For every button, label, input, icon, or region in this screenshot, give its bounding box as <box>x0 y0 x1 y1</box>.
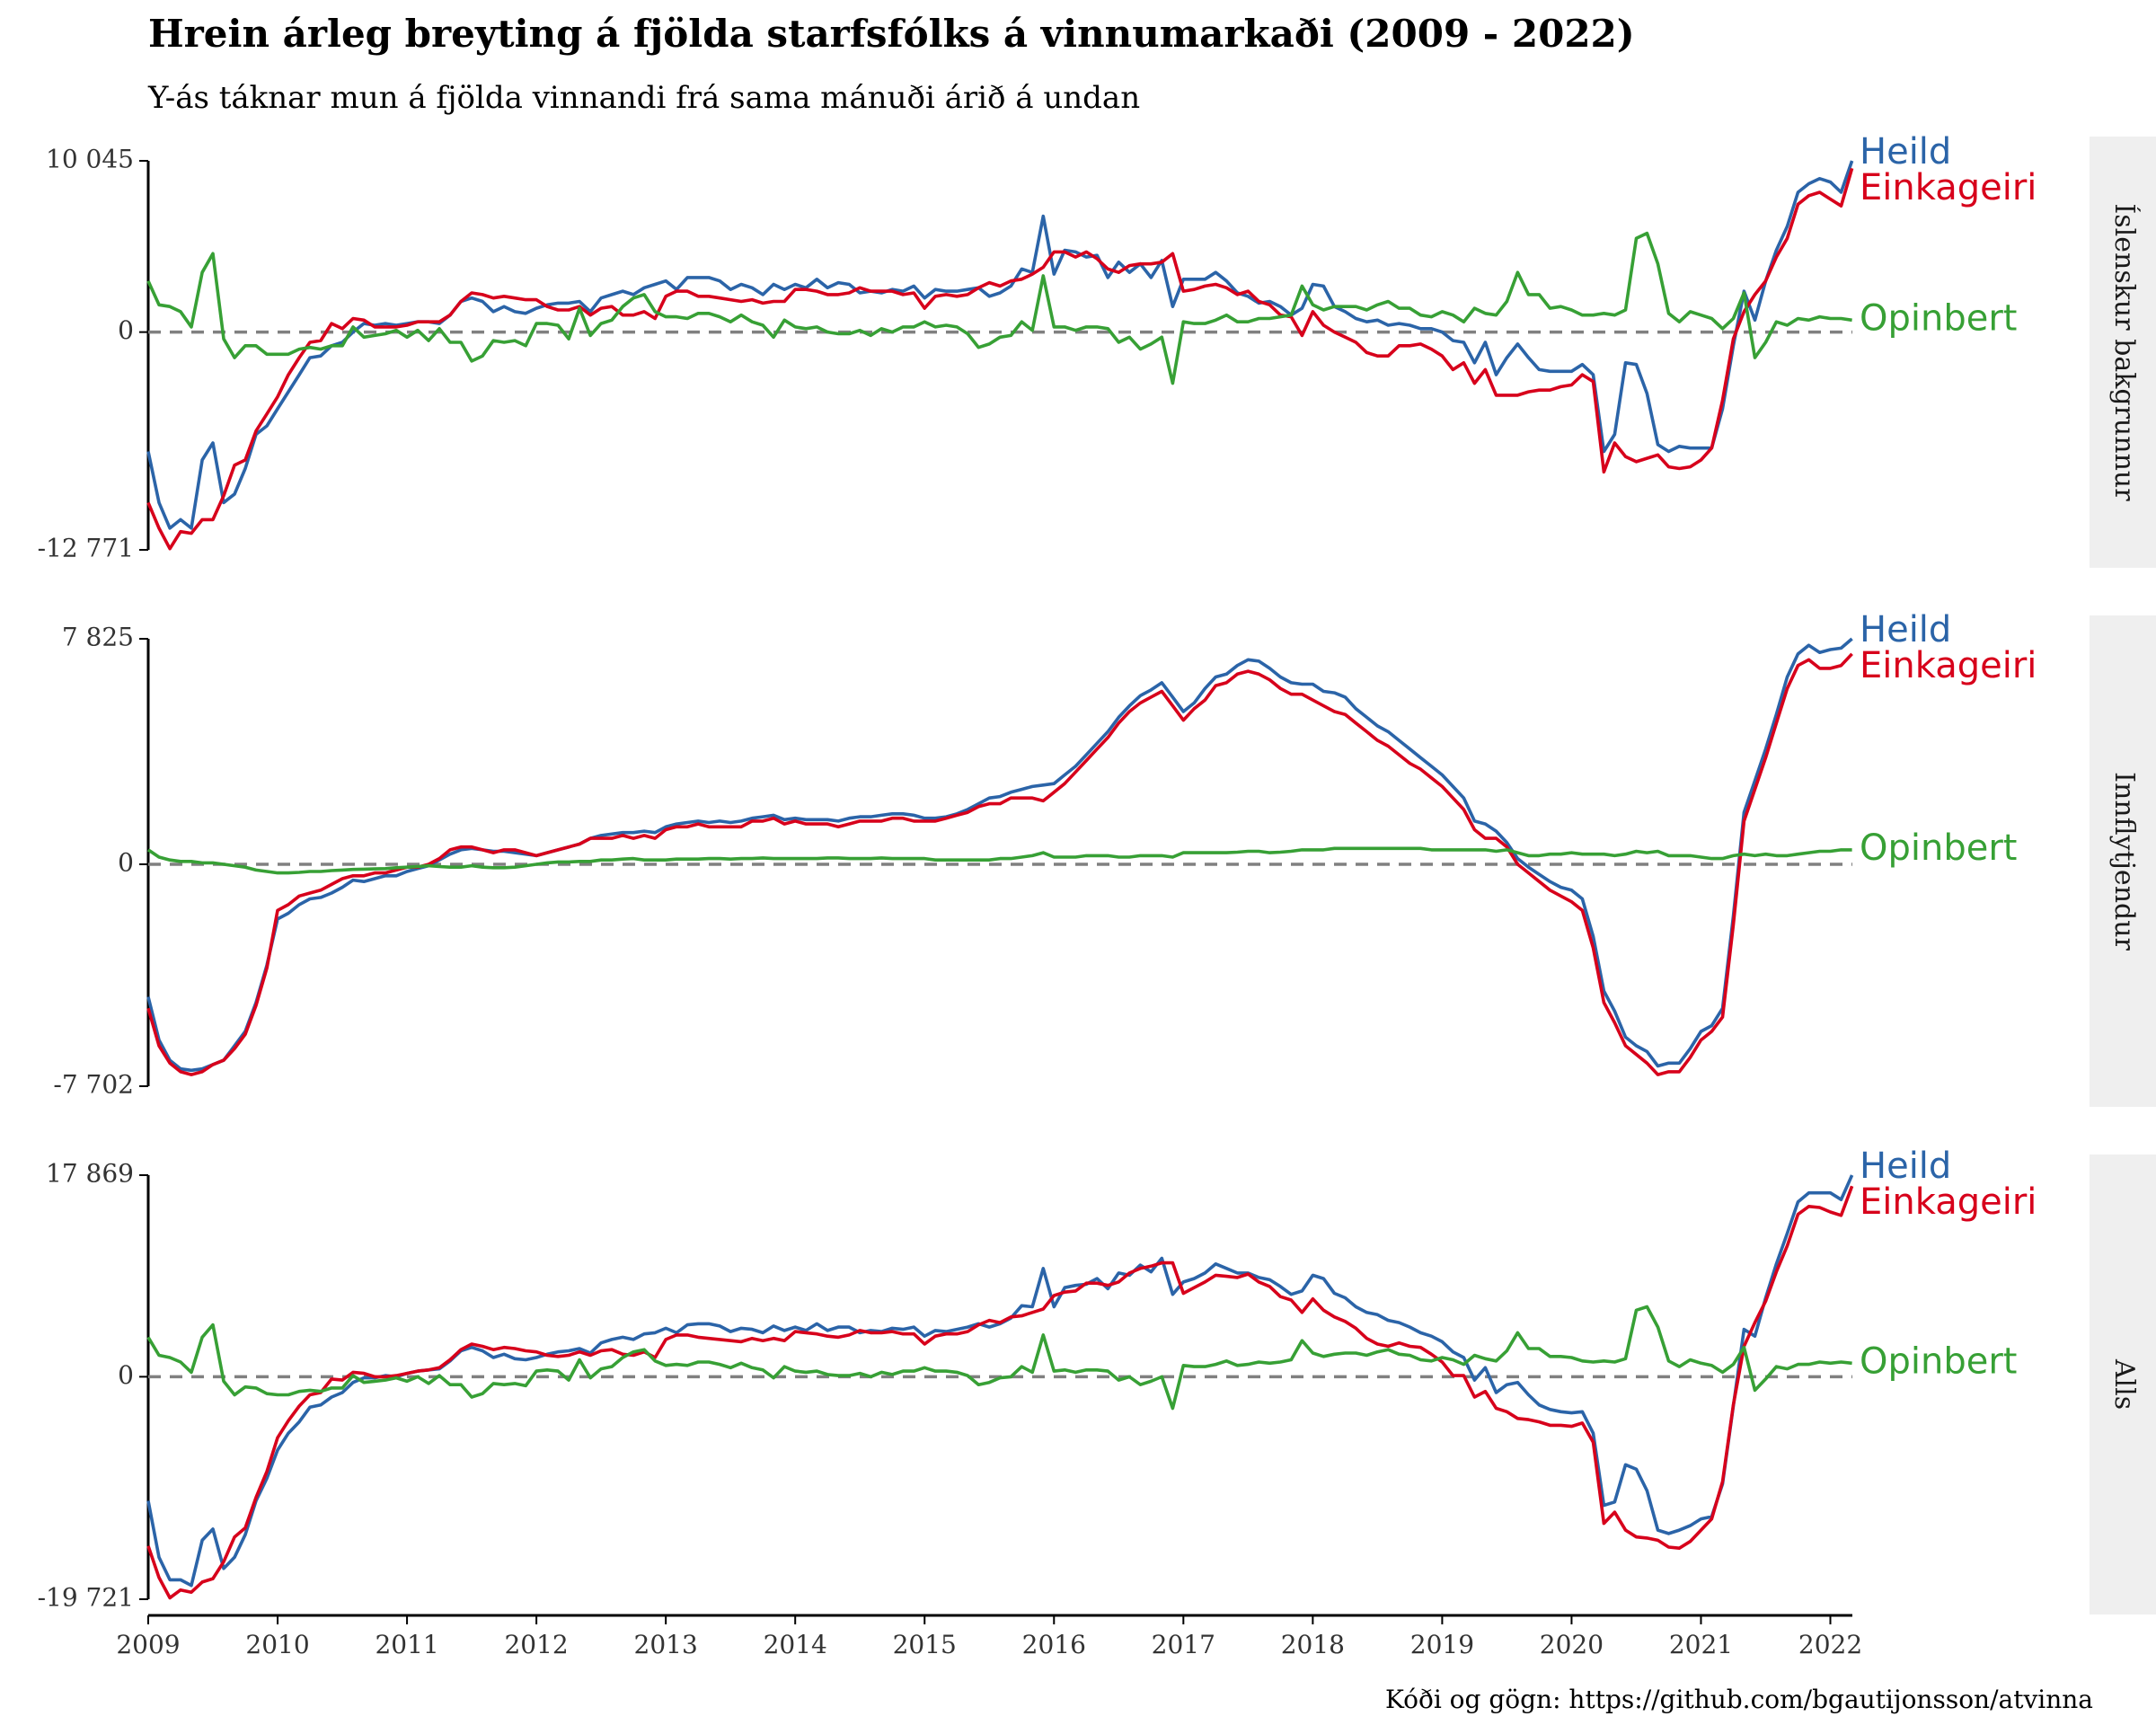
series-label-einkageiri: Einkageiri <box>1860 167 2037 208</box>
x-tick-label: 2012 <box>504 1630 568 1659</box>
x-tick-label: 2018 <box>1281 1630 1345 1659</box>
x-tick-label: 2019 <box>1410 1630 1474 1659</box>
y-tick-label: 17 869 <box>46 1159 134 1189</box>
series-line-einkageiri <box>146 1185 1854 1600</box>
y-tick-label: 10 045 <box>46 145 134 174</box>
x-tick-label: 2017 <box>1152 1630 1215 1659</box>
series-label-einkageiri: Einkageiri <box>1860 1181 2037 1223</box>
series-label-heild: Heild <box>1860 1146 1951 1187</box>
x-tick-label: 2014 <box>764 1630 827 1659</box>
series-label-opinbert: Opinbert <box>1860 297 2017 339</box>
series-label-einkageiri: Einkageiri <box>1860 645 2037 686</box>
facet-strip <box>2090 137 2156 568</box>
series-line-einkageiri <box>146 652 1853 1076</box>
chart-title: Hrein árleg breyting á fjölda starfsfólk… <box>148 12 1635 56</box>
x-tick-label: 2020 <box>1540 1630 1604 1659</box>
facet-strip-label: Alls <box>2108 1358 2140 1410</box>
facet-strip <box>2090 1154 2156 1614</box>
x-tick-label: 2009 <box>116 1630 180 1659</box>
x-tick-label: 2022 <box>1798 1630 1862 1659</box>
x-tick-label: 2015 <box>893 1630 957 1659</box>
y-tick-label: 0 <box>118 1360 134 1390</box>
facet-panel: Innflytjendur 7 825 0 -7 702 HeildEinkageiri… <box>53 609 2156 1107</box>
chart-subtitle: Y-ás táknar mun á fjölda vinnandi frá sa… <box>147 80 1140 116</box>
y-tick-label: 0 <box>118 315 134 345</box>
x-tick-label: 2016 <box>1022 1630 1086 1659</box>
series-label-opinbert: Opinbert <box>1860 1340 2017 1382</box>
series-line-opinbert <box>146 846 1852 875</box>
x-axis: 2009 2010 2011 2012 2013 2014 2015 2016 2017 2018… <box>116 1614 1862 1659</box>
facet-strip-label: Íslenskur bakgrunnur <box>2108 203 2141 501</box>
x-tick-label: 2011 <box>375 1630 438 1659</box>
x-tick-label: 2013 <box>634 1630 698 1659</box>
chart-caption: Kóði og gögn: https://github.com/bgautij… <box>1385 1685 2093 1714</box>
facet-strip-label: Innflytjendur <box>2108 772 2140 951</box>
facet-strip <box>2090 615 2156 1107</box>
x-tick-label: 2021 <box>1669 1630 1733 1659</box>
y-tick-label: -12 771 <box>38 534 134 563</box>
y-tick-label: -7 702 <box>53 1070 134 1100</box>
y-tick-label: 0 <box>118 847 134 877</box>
series-label-heild: Heild <box>1860 131 1951 172</box>
x-tick-label: 2010 <box>245 1630 309 1659</box>
series-label-heild: Heild <box>1860 609 1951 650</box>
series-label-opinbert: Opinbert <box>1860 827 2017 869</box>
y-tick-label: 7 825 <box>62 623 134 652</box>
series-line-einkageiri <box>146 167 1854 551</box>
facet-panel: Íslenskur bakgrunnur 10 045 0 -12 771 HeildE… <box>38 131 2156 568</box>
y-tick-label: -19 721 <box>38 1583 134 1613</box>
series-line-opinbert <box>146 231 1852 385</box>
series-line-opinbert <box>146 1305 1852 1411</box>
